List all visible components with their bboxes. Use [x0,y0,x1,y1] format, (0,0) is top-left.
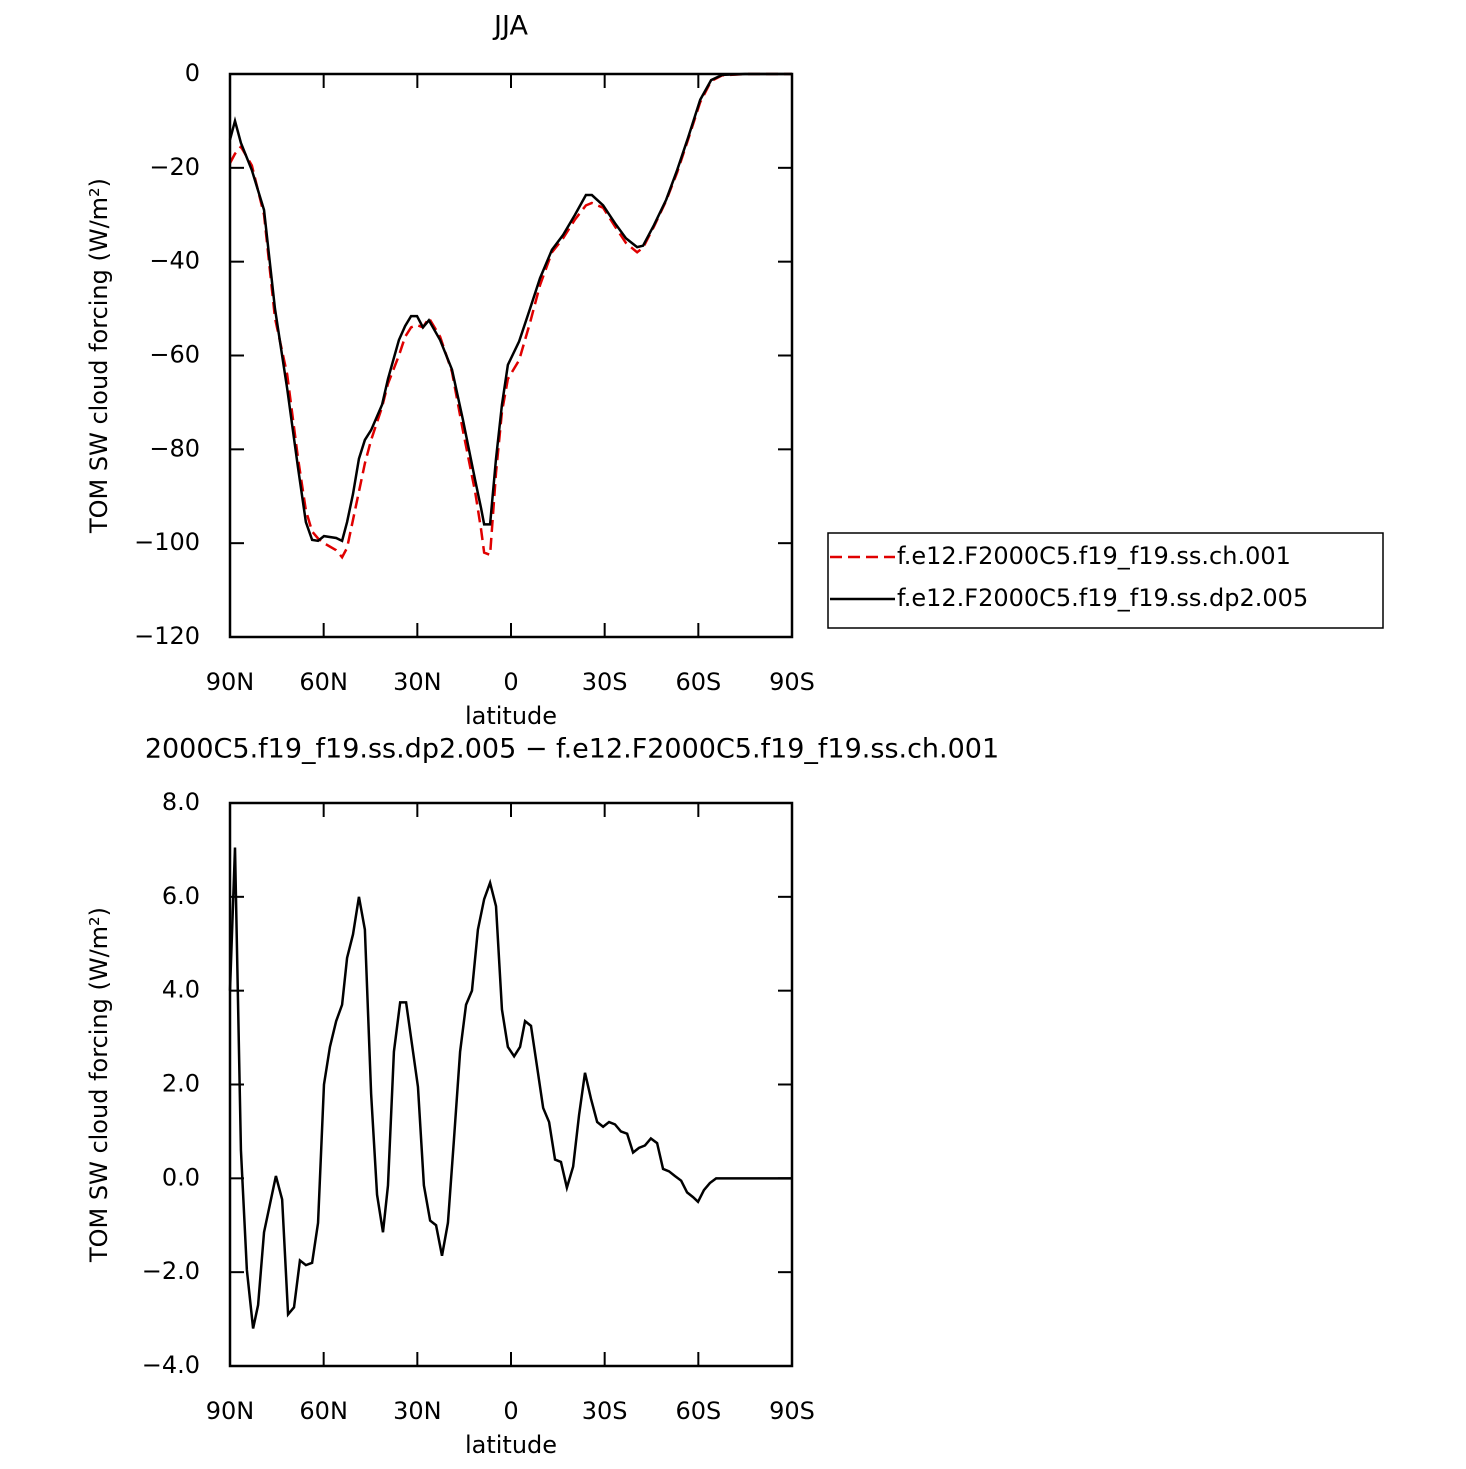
x-tick-label: 60S [675,668,721,696]
chart-title: JJA [492,11,528,42]
x-tick-label: 90N [206,1397,255,1425]
series-line [228,847,792,1329]
legend-label: f.e12.F2000C5.f19_f19.ss.dp2.005 [897,584,1308,612]
y-tick-label: 0.0 [162,1163,200,1191]
y-tick-label: −80 [149,434,200,462]
x-tick-label: 90S [769,668,815,696]
y-axis-label: TOM SW cloud forcing (W/m²) [85,178,113,534]
legend-label: f.e12.F2000C5.f19_f19.ss.ch.001 [897,542,1291,570]
x-tick-label: 90N [206,668,255,696]
x-axis-label: latitude [465,1431,557,1459]
y-tick-label: 4.0 [162,976,200,1004]
x-tick-label: 60N [299,1397,348,1425]
x-tick-label: 0 [503,668,518,696]
y-tick-label: −2.0 [142,1257,200,1285]
series-line [228,72,792,543]
y-tick-label: −4.0 [142,1351,200,1379]
x-tick-label: 30S [582,668,628,696]
y-tick-label: −100 [134,528,200,556]
x-tick-label: 0 [503,1397,518,1425]
y-axis-label: TOM SW cloud forcing (W/m²) [85,907,113,1263]
y-tick-label: −120 [134,622,200,650]
y-tick-label: −20 [149,153,200,181]
y-tick-label: 2.0 [162,1070,200,1098]
plot-frame [228,72,794,639]
y-tick-label: 6.0 [162,882,200,910]
x-tick-label: 60S [675,1397,721,1425]
x-axis-label: latitude [465,702,557,730]
x-tick-label: 30S [582,1397,628,1425]
y-tick-label: −40 [149,247,200,275]
chart-title: 2000C5.f19_f19.ss.dp2.005 − f.e12.F2000C… [145,734,999,765]
y-tick-label: 8.0 [162,788,200,816]
plot-frame [228,801,794,1368]
x-tick-label: 30N [393,1397,442,1425]
x-tick-label: 60N [299,668,348,696]
x-tick-label: 30N [393,668,442,696]
x-tick-label: 90S [769,1397,815,1425]
legend-box [827,532,1384,629]
y-tick-label: −60 [149,341,200,369]
series-line [228,72,792,560]
y-tick-label: 0 [185,59,200,87]
